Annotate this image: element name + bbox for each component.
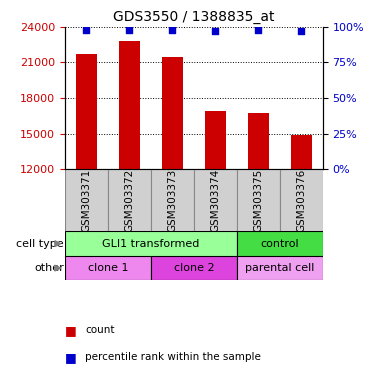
Point [83, 26, 89, 33]
Text: other: other [34, 263, 64, 273]
Bar [204, 111, 226, 169]
Text: parental cell: parental cell [245, 263, 315, 273]
Text: clone 1: clone 1 [88, 263, 128, 273]
Bar [76, 54, 97, 169]
Bar [151, 169, 194, 232]
Bar [108, 169, 151, 232]
Text: GSM303371: GSM303371 [81, 169, 91, 232]
Point [170, 26, 175, 33]
Text: clone 2: clone 2 [174, 263, 214, 273]
Bar [65, 256, 151, 280]
Text: percentile rank within the sample: percentile rank within the sample [85, 352, 261, 362]
Bar [237, 232, 323, 256]
Bar [247, 113, 269, 169]
Bar [290, 135, 312, 169]
Text: ■: ■ [65, 351, 77, 364]
Bar [151, 256, 237, 280]
Text: count: count [85, 325, 115, 335]
Text: GSM303376: GSM303376 [296, 169, 306, 232]
Bar [194, 169, 237, 232]
Point [212, 28, 218, 34]
Text: GLI1 transformed: GLI1 transformed [102, 238, 200, 248]
Point [255, 26, 261, 33]
Bar [65, 232, 237, 256]
Text: cell type: cell type [16, 238, 64, 248]
Text: GSM303372: GSM303372 [124, 169, 134, 232]
Bar [65, 169, 108, 232]
Bar [119, 41, 140, 169]
Text: control: control [260, 238, 299, 248]
Text: GSM303373: GSM303373 [167, 169, 177, 232]
Bar [237, 256, 323, 280]
Point [298, 28, 304, 34]
Text: GSM303374: GSM303374 [210, 169, 220, 232]
Bar [237, 169, 280, 232]
Bar [162, 56, 183, 169]
Bar [280, 169, 323, 232]
Text: GSM303375: GSM303375 [253, 169, 263, 232]
Text: ■: ■ [65, 324, 77, 337]
Point [127, 26, 132, 33]
Title: GDS3550 / 1388835_at: GDS3550 / 1388835_at [113, 10, 275, 25]
